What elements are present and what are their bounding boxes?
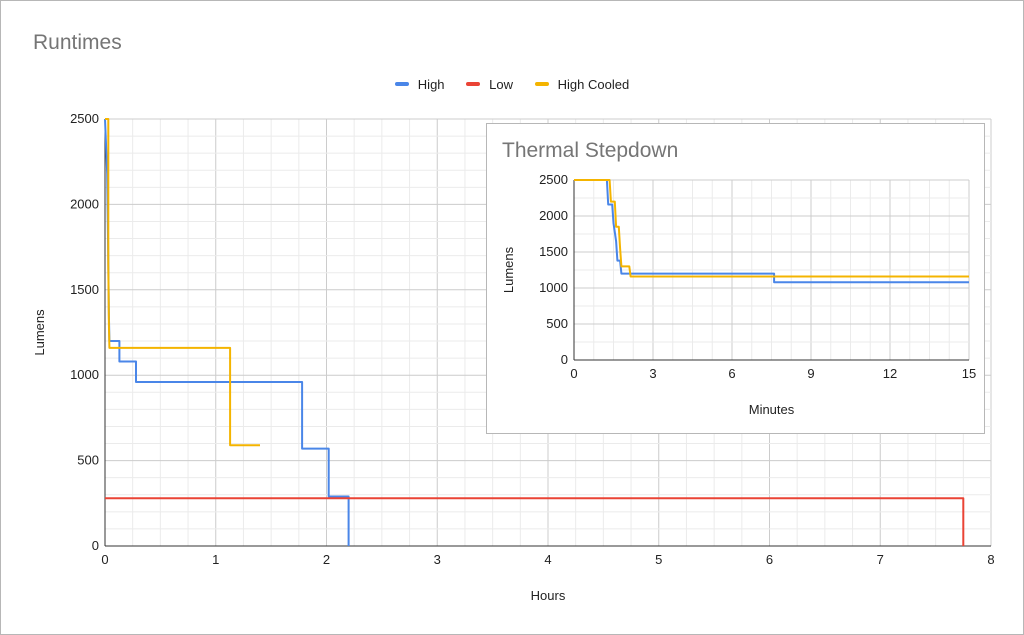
series-line-high-cooled <box>574 179 969 278</box>
y-tick-label: 0 <box>561 352 568 367</box>
y-tick-label: 2500 <box>539 172 568 187</box>
x-tick-label: 2 <box>323 552 330 567</box>
x-tick-label: 6 <box>766 552 773 567</box>
x-tick-label: 15 <box>962 366 976 381</box>
x-tick-label: 6 <box>728 366 735 381</box>
y-tick-label: 2000 <box>539 208 568 223</box>
y-tick-label: 0 <box>92 538 99 553</box>
legend-label-high: High <box>417 76 445 92</box>
y-axis-label: Lumens <box>32 309 47 356</box>
legend-item-high[interactable]: High <box>394 76 445 92</box>
x-tick-label: 9 <box>807 366 814 381</box>
x-tick-label: 3 <box>434 552 441 567</box>
legend-swatch-high <box>394 82 409 86</box>
x-tick-label: 0 <box>101 552 108 567</box>
legend-label-low: Low <box>489 76 514 92</box>
y-tick-label: 1500 <box>539 244 568 259</box>
x-tick-label: 12 <box>883 366 897 381</box>
x-axis-label: Hours <box>531 588 566 603</box>
legend: High Low High Cooled <box>0 74 1024 92</box>
series-line-low <box>105 497 965 546</box>
x-tick-label: 3 <box>649 366 656 381</box>
series-line-high <box>574 179 969 284</box>
legend-item-high-cooled[interactable]: High Cooled <box>534 76 630 92</box>
chart-title: Runtimes <box>33 31 122 54</box>
x-axis-label: Minutes <box>749 402 795 417</box>
legend-label-high-cooled: High Cooled <box>557 76 630 92</box>
x-tick-label: 7 <box>877 552 884 567</box>
x-tick-label: 4 <box>544 552 551 567</box>
y-axis-label: Lumens <box>501 246 516 293</box>
legend-item-low[interactable]: Low <box>466 77 513 92</box>
x-tick-label: 1 <box>212 552 219 567</box>
y-tick-label: 1500 <box>70 282 99 297</box>
y-tick-label: 1000 <box>539 280 568 295</box>
series-line-high <box>104 118 350 546</box>
x-tick-label: 0 <box>570 366 577 381</box>
y-tick-label: 2500 <box>70 111 99 126</box>
x-tick-label: 5 <box>655 552 662 567</box>
y-tick-label: 1000 <box>70 367 99 382</box>
legend-swatch-high-cooled <box>534 82 549 86</box>
y-tick-label: 2000 <box>70 196 99 211</box>
y-tick-label: 500 <box>546 316 568 331</box>
inset-chart-title: Thermal Stepdown <box>502 139 679 162</box>
legend-swatch-low <box>466 82 481 86</box>
y-tick-label: 500 <box>77 453 99 468</box>
inset-chart-panel: Thermal Stepdown 0 3 6 9 12 15 0 500 1000 1500 200… <box>486 123 985 434</box>
x-tick-label: 8 <box>987 552 994 567</box>
series-line-high-cooled <box>105 118 260 447</box>
inset-chart: 0 3 6 9 12 15 0 500 1000 1500 2000 2500 Minutes Lumen… <box>501 172 976 417</box>
